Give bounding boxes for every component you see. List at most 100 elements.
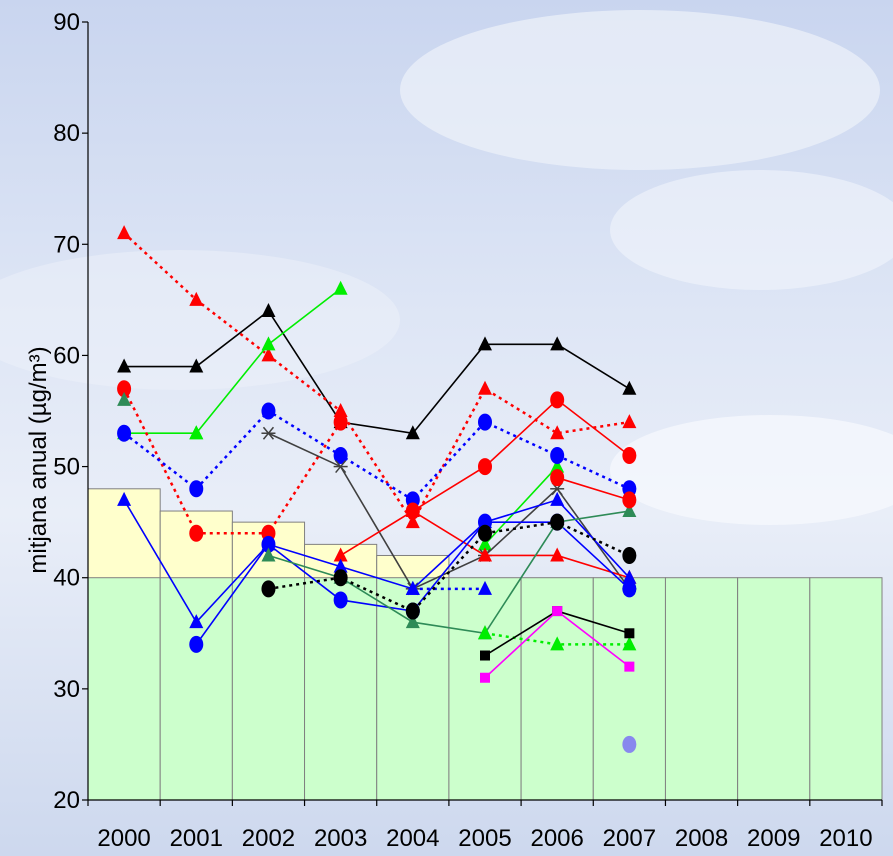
data-point xyxy=(478,625,492,640)
data-point xyxy=(333,569,348,587)
y-tick-label: 50 xyxy=(53,454,80,481)
y-tick-label: 80 xyxy=(53,120,80,147)
x-tick-label: 2000 xyxy=(97,825,150,852)
series-line xyxy=(123,409,630,502)
limit-bar-2003 xyxy=(304,577,378,801)
data-point xyxy=(333,591,348,609)
data-point xyxy=(261,302,276,317)
series-17 xyxy=(480,606,635,683)
data-point xyxy=(333,403,348,417)
data-point xyxy=(480,672,490,683)
data-point xyxy=(405,614,420,629)
y-tick-label: 60 xyxy=(53,342,80,369)
data-point xyxy=(624,661,635,672)
data-point xyxy=(550,425,565,440)
x-tick-label: 2007 xyxy=(603,825,656,852)
data-point xyxy=(622,546,637,564)
data-point xyxy=(550,513,565,531)
data-point xyxy=(550,336,565,351)
series-13 xyxy=(261,513,637,620)
y-tick-label: 40 xyxy=(53,565,80,592)
data-point xyxy=(333,558,348,573)
data-point xyxy=(333,446,348,464)
data-point xyxy=(405,514,420,529)
x-tick-label: 2003 xyxy=(314,825,367,852)
data-point xyxy=(117,491,132,506)
data-point xyxy=(478,524,492,542)
data-point xyxy=(478,547,492,562)
data-point xyxy=(622,580,637,598)
series-line xyxy=(268,510,630,635)
limit-bar-2000 xyxy=(87,577,161,801)
limit-bar-2009 xyxy=(737,577,811,801)
data-point xyxy=(189,480,204,498)
x-tick-label: 2004 xyxy=(386,825,439,852)
y-tick-label: 20 xyxy=(53,787,80,814)
data-point xyxy=(478,458,492,476)
data-point xyxy=(261,336,276,351)
data-point xyxy=(622,446,637,464)
data-point xyxy=(478,380,492,395)
y-tick-label: 70 xyxy=(53,231,80,258)
series-line xyxy=(123,499,630,624)
series-7 xyxy=(405,391,637,520)
data-point xyxy=(622,735,637,753)
x-tick-label: 2009 xyxy=(747,825,800,852)
data-point xyxy=(622,503,637,518)
data-point xyxy=(405,503,420,518)
data-point xyxy=(261,402,276,420)
data-point xyxy=(478,336,492,351)
series-line xyxy=(484,632,630,646)
series-14 xyxy=(550,469,637,509)
x-tick-label: 2001 xyxy=(170,825,223,852)
data-point xyxy=(117,358,132,373)
x-tick-label: 2010 xyxy=(819,825,872,852)
data-point xyxy=(189,614,204,629)
background-clouds xyxy=(0,10,893,525)
series-12 xyxy=(405,580,492,595)
x-tick-label: 2005 xyxy=(458,825,511,852)
series-line xyxy=(556,476,630,501)
data-point xyxy=(624,628,635,639)
data-point xyxy=(189,524,204,542)
data-point xyxy=(405,425,420,440)
data-point xyxy=(333,460,348,474)
data-point xyxy=(405,602,420,620)
series-5 xyxy=(117,402,637,509)
data-point xyxy=(261,535,276,553)
data-point xyxy=(333,413,348,431)
tick-labels: 20 30 40 50 60 70 80 90 2000 2001 2002 2003 2004 2005… xyxy=(53,9,872,852)
limit-bar-2005 xyxy=(448,577,522,801)
data-point xyxy=(117,424,132,442)
data-point xyxy=(478,536,492,551)
data-point xyxy=(405,580,420,595)
x-tick-label: 2002 xyxy=(242,825,295,852)
series-layer xyxy=(117,225,637,753)
series-line xyxy=(484,466,558,545)
limit-bar-2002 xyxy=(231,577,306,801)
data-point xyxy=(189,425,204,440)
data-point xyxy=(550,391,565,409)
data-point xyxy=(261,580,276,598)
data-point xyxy=(333,280,348,295)
data-point xyxy=(550,446,565,464)
data-point xyxy=(550,547,565,562)
limit-bar-2001 xyxy=(159,577,233,801)
series-line xyxy=(268,520,630,613)
data-point xyxy=(478,413,492,431)
limit-bar-2007 xyxy=(592,577,666,801)
x-tick-label: 2008 xyxy=(675,825,728,852)
data-point xyxy=(478,580,492,595)
data-point xyxy=(189,358,204,373)
y-axis-title: mitjana anual (µg/m³) xyxy=(25,346,52,573)
data-point xyxy=(189,635,204,653)
data-point xyxy=(552,606,563,617)
x-tick-label: 2006 xyxy=(530,825,583,852)
series-1 xyxy=(117,225,637,529)
data-point xyxy=(261,547,276,562)
data-point xyxy=(550,636,565,651)
series-line xyxy=(122,388,342,535)
data-point xyxy=(117,380,132,398)
y-tick-label: 90 xyxy=(53,9,80,36)
